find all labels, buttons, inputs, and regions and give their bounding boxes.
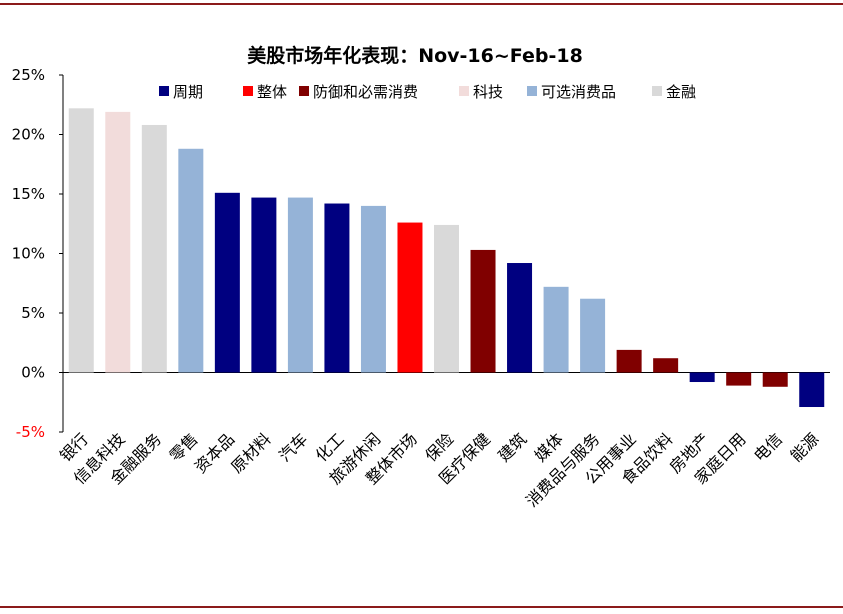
legend-label: 科技: [473, 83, 503, 101]
x-tick-label: 建筑: [494, 429, 530, 465]
legend-item: 科技: [459, 83, 503, 101]
x-tick-label: 汽车: [275, 429, 311, 465]
y-tick-label: 25%: [12, 66, 45, 84]
legend-swatch: [459, 86, 469, 96]
bar: [507, 263, 533, 373]
bar: [799, 372, 825, 408]
bar: [397, 222, 423, 373]
legend-label: 防御和必需消费: [313, 83, 418, 101]
bar: [543, 286, 569, 373]
x-tick-label: 原材料: [227, 429, 274, 476]
legend-item: 可选消费品: [527, 83, 616, 101]
legend-swatch: [243, 86, 253, 96]
x-tick-label: 电信: [750, 429, 786, 465]
bar: [105, 111, 131, 373]
bars-group: [68, 108, 825, 408]
bar: [580, 298, 606, 373]
bar: [726, 372, 752, 386]
bottom-border-line: [0, 606, 843, 608]
bar: [689, 372, 715, 383]
legend-item: 金融: [652, 83, 696, 101]
x-tick-label: 资本品: [191, 429, 238, 476]
top-border-line: [0, 3, 843, 5]
chart-legend: 周期 整体 防御和必需消费 科技 可选消费品 金融: [159, 83, 696, 101]
bar: [470, 249, 496, 373]
y-tick-label: 0%: [21, 364, 45, 382]
y-tick-label: 10%: [12, 245, 45, 263]
legend-item: 整体: [243, 83, 287, 101]
legend-label: 整体: [257, 83, 287, 101]
y-tick-label: -5%: [16, 423, 45, 441]
x-tick-label: 能源: [786, 429, 822, 465]
bar: [141, 124, 167, 373]
bar: [653, 358, 679, 373]
bar: [762, 372, 788, 387]
legend-label: 可选消费品: [541, 83, 616, 101]
legend-swatch: [527, 86, 537, 96]
bar: [178, 148, 204, 373]
bar: [68, 108, 94, 373]
legend-item: 周期: [159, 83, 203, 101]
legend-swatch: [159, 86, 169, 96]
bar: [287, 197, 313, 373]
y-tick-label: 5%: [21, 304, 45, 322]
legend-swatch: [299, 86, 309, 96]
legend-label: 金融: [666, 83, 696, 101]
y-tick-label: 20%: [12, 126, 45, 144]
legend-item: 防御和必需消费: [299, 83, 418, 101]
legend-swatch: [652, 86, 662, 96]
chart-title: 美股市场年化表现：Nov-16~Feb-18: [247, 44, 583, 67]
y-tick-label: 15%: [12, 185, 45, 203]
bar: [434, 224, 459, 373]
bar: [616, 349, 642, 373]
bar: [324, 203, 350, 373]
legend-label: 周期: [173, 83, 203, 101]
bar: [251, 197, 277, 373]
bar: [214, 192, 240, 373]
bar: [360, 205, 386, 373]
